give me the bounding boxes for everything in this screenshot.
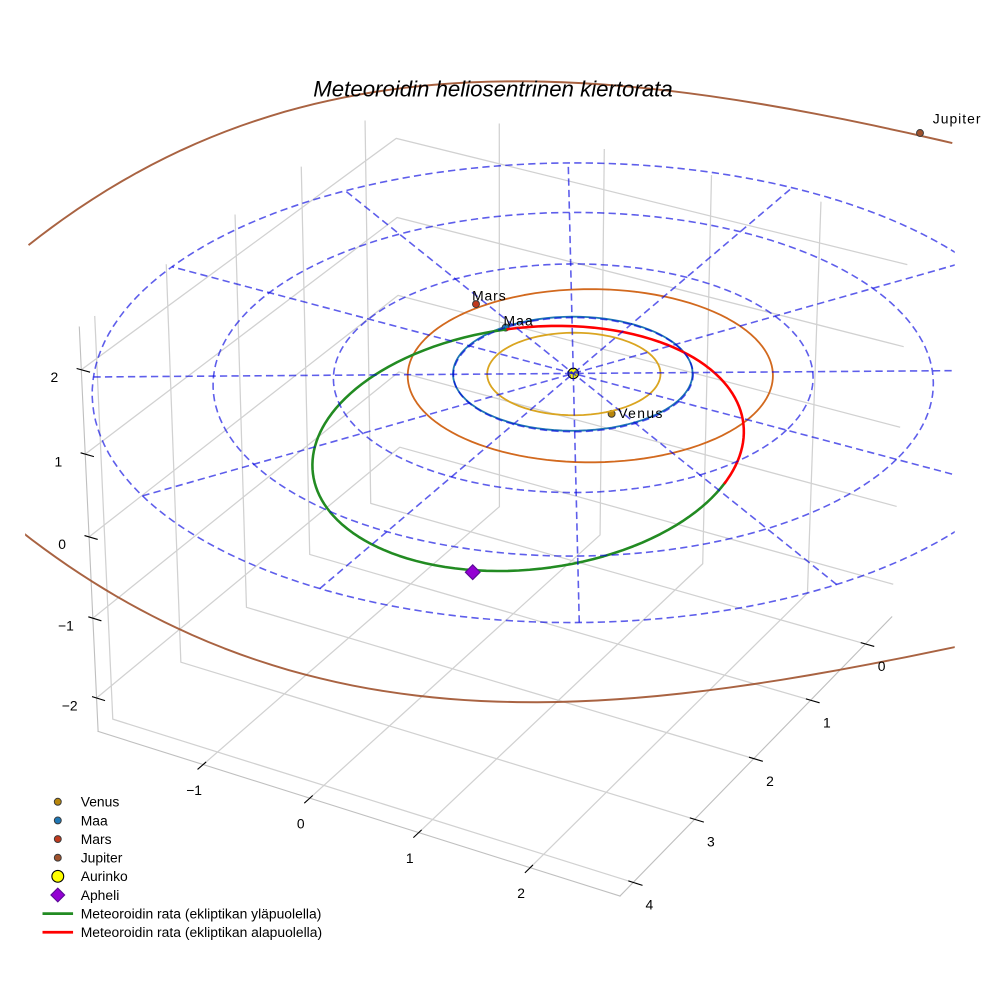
- svg-text:Mars: Mars: [81, 831, 112, 847]
- svg-text:Maa: Maa: [81, 812, 108, 828]
- svg-text:−2: −2: [62, 697, 78, 713]
- svg-text:Aurinko: Aurinko: [81, 868, 128, 884]
- svg-text:Maa: Maa: [504, 313, 534, 329]
- svg-text:Jupiter: Jupiter: [933, 111, 982, 127]
- svg-text:4: 4: [646, 897, 654, 913]
- svg-text:Meteoroidin rata (ekliptikan y: Meteoroidin rata (ekliptikan yläpuolella…: [81, 905, 322, 921]
- svg-text:Meteoroidin heliosentrinen kie: Meteoroidin heliosentrinen kiertorata: [313, 77, 672, 102]
- svg-text:0: 0: [878, 658, 886, 674]
- svg-text:Mars: Mars: [472, 288, 506, 304]
- svg-text:2: 2: [51, 369, 59, 385]
- svg-text:0: 0: [297, 815, 305, 831]
- svg-text:2: 2: [517, 885, 525, 901]
- svg-text:Venus: Venus: [81, 794, 120, 810]
- svg-text:2: 2: [766, 773, 774, 789]
- svg-text:−1: −1: [58, 617, 74, 633]
- svg-text:Venus: Venus: [618, 405, 664, 421]
- svg-text:3: 3: [707, 834, 715, 850]
- svg-text:1: 1: [406, 850, 414, 866]
- svg-text:1: 1: [54, 453, 62, 469]
- svg-text:Apheli: Apheli: [81, 887, 120, 903]
- svg-text:1: 1: [823, 714, 831, 730]
- svg-text:Meteoroidin rata (ekliptikan a: Meteoroidin rata (ekliptikan alapuolella…: [81, 924, 322, 940]
- svg-text:0: 0: [58, 536, 66, 552]
- svg-text:−1: −1: [186, 782, 202, 798]
- svg-text:Jupiter: Jupiter: [81, 850, 123, 866]
